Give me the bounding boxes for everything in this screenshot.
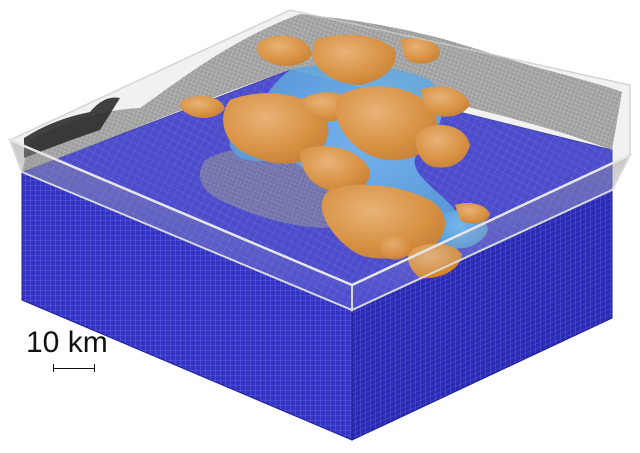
water-column-edge-highlight-right	[351, 153, 631, 287]
water-column-top	[10, 10, 630, 285]
water-column-edge-highlight	[9, 138, 353, 287]
orange-bodies	[180, 34, 490, 279]
terrain-relief-dark	[24, 97, 120, 158]
terrain-relief-back	[22, 14, 622, 172]
scale-bar-label: 10 km	[26, 326, 108, 359]
scale-bar	[53, 364, 95, 372]
water-column-top-edge	[9, 9, 631, 155]
